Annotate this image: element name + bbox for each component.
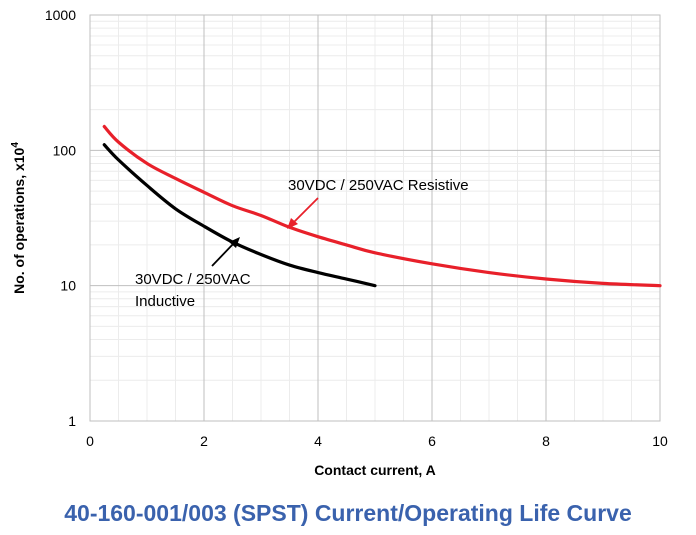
y-axis-label-exponent: 4 — [10, 142, 21, 148]
x-tick-label: 10 — [652, 433, 668, 449]
annotation-inductive-text-line2: Inductive — [135, 293, 195, 310]
y-axis-label-text: No. of operations, x10 — [11, 147, 27, 293]
series-line-resistive — [102, 124, 662, 288]
y-tick-label: 100 — [53, 142, 77, 158]
annotation-resistive-text: 30VDC / 250VAC Resistive — [288, 177, 469, 194]
x-tick-label: 8 — [542, 433, 550, 449]
x-tick-label: 6 — [428, 433, 436, 449]
plot-border — [89, 14, 661, 422]
annotation-resistive-arrow — [291, 197, 319, 225]
y-axis-label: No. of operations, x104 — [10, 142, 27, 294]
annotation-inductive-arrowhead — [229, 237, 240, 248]
annotation-inductive-arrow — [211, 241, 236, 267]
y-tick-labels: 1 10 100 1000 — [45, 7, 76, 429]
x-tick-label: 2 — [200, 433, 208, 449]
annotation-resistive: 30VDC / 250VAC Resistive — [287, 177, 469, 229]
annotation-inductive: 30VDC / 250VAC Inductive — [135, 237, 251, 310]
x-tick-label: 0 — [86, 433, 94, 449]
x-axis-label: Contact current, A — [314, 462, 436, 478]
life-curve-chart: 0 2 4 6 8 10 1 10 100 1000 Contact current, A No… — [10, 7, 668, 478]
x-tick-labels: 0 2 4 6 8 10 — [86, 433, 668, 449]
y-tick-label: 10 — [60, 278, 76, 294]
figure-caption: 40-160-001/003 (SPST) Current/Operating … — [64, 500, 632, 526]
y-tick-label: 1 — [68, 413, 76, 429]
minor-grid — [90, 15, 660, 421]
y-tick-label: 1000 — [45, 7, 76, 23]
x-tick-label: 4 — [314, 433, 322, 449]
annotation-inductive-text-line1: 30VDC / 250VAC — [135, 271, 251, 288]
annotation-resistive-arrowhead — [287, 218, 298, 229]
